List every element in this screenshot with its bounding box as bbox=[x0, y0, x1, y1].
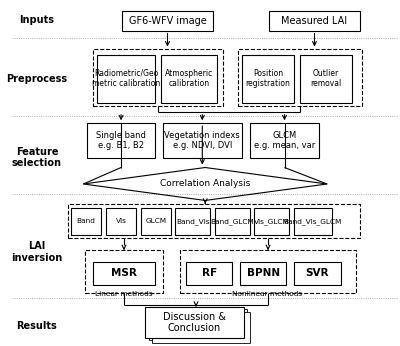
FancyBboxPatch shape bbox=[97, 55, 155, 103]
FancyBboxPatch shape bbox=[250, 123, 319, 157]
FancyBboxPatch shape bbox=[254, 208, 289, 235]
Text: VIs_GLCM: VIs_GLCM bbox=[254, 218, 290, 225]
FancyBboxPatch shape bbox=[180, 250, 356, 293]
FancyBboxPatch shape bbox=[71, 208, 101, 235]
Text: GF6-WFV image: GF6-WFV image bbox=[129, 16, 206, 26]
FancyBboxPatch shape bbox=[152, 312, 250, 343]
FancyBboxPatch shape bbox=[294, 262, 340, 284]
FancyBboxPatch shape bbox=[145, 307, 244, 338]
FancyBboxPatch shape bbox=[161, 55, 217, 103]
Text: Preprocess: Preprocess bbox=[6, 74, 68, 84]
Text: Nonlinear methods: Nonlinear methods bbox=[232, 291, 302, 297]
Text: Band_VIs_GLCM: Band_VIs_GLCM bbox=[284, 218, 342, 225]
FancyBboxPatch shape bbox=[106, 208, 136, 235]
FancyBboxPatch shape bbox=[238, 49, 362, 106]
Text: Atmospheric
calibration: Atmospheric calibration bbox=[165, 69, 213, 88]
FancyBboxPatch shape bbox=[87, 123, 155, 157]
Text: Correlation Analysis: Correlation Analysis bbox=[160, 180, 250, 189]
Text: Discussion &
Conclusion: Discussion & Conclusion bbox=[163, 311, 226, 333]
Text: RF: RF bbox=[202, 268, 217, 279]
Text: Band_VIs: Band_VIs bbox=[176, 218, 210, 225]
Text: Outlier
removal: Outlier removal bbox=[310, 69, 342, 88]
Text: Results: Results bbox=[16, 321, 57, 331]
FancyBboxPatch shape bbox=[176, 208, 210, 235]
Text: Single band
e.g. B1, B2: Single band e.g. B1, B2 bbox=[96, 131, 146, 150]
FancyBboxPatch shape bbox=[93, 262, 155, 284]
Text: MSR: MSR bbox=[111, 268, 137, 279]
FancyBboxPatch shape bbox=[186, 262, 232, 284]
FancyBboxPatch shape bbox=[163, 123, 242, 157]
Text: Measured LAI: Measured LAI bbox=[282, 16, 348, 26]
Text: SVR: SVR bbox=[306, 268, 329, 279]
FancyBboxPatch shape bbox=[141, 208, 171, 235]
FancyBboxPatch shape bbox=[85, 250, 163, 293]
FancyBboxPatch shape bbox=[269, 11, 360, 30]
Text: GLCM
e.g. mean, var: GLCM e.g. mean, var bbox=[254, 131, 315, 150]
FancyBboxPatch shape bbox=[215, 208, 250, 235]
Text: Feature
selection: Feature selection bbox=[12, 147, 62, 169]
Text: Position
registration: Position registration bbox=[246, 69, 290, 88]
Text: Linear methods: Linear methods bbox=[95, 291, 153, 297]
FancyBboxPatch shape bbox=[242, 55, 294, 103]
Text: BPNN: BPNN bbox=[247, 268, 280, 279]
Text: Band_GLCM: Band_GLCM bbox=[210, 218, 254, 225]
Text: Inputs: Inputs bbox=[20, 15, 54, 25]
Text: Radiometric/Geo
metric calibration: Radiometric/Geo metric calibration bbox=[92, 69, 160, 88]
FancyBboxPatch shape bbox=[93, 49, 223, 106]
FancyBboxPatch shape bbox=[240, 262, 286, 284]
Text: Band: Band bbox=[77, 218, 96, 225]
Text: GLCM: GLCM bbox=[145, 218, 166, 225]
FancyBboxPatch shape bbox=[68, 204, 360, 238]
FancyBboxPatch shape bbox=[294, 208, 332, 235]
FancyBboxPatch shape bbox=[122, 11, 213, 30]
FancyBboxPatch shape bbox=[300, 55, 352, 103]
Text: Vegetation indexs
e.g. NDVI, DVI: Vegetation indexs e.g. NDVI, DVI bbox=[164, 131, 240, 150]
FancyBboxPatch shape bbox=[149, 309, 247, 340]
Text: VIs: VIs bbox=[116, 218, 126, 225]
Text: LAI
inversion: LAI inversion bbox=[11, 241, 62, 263]
